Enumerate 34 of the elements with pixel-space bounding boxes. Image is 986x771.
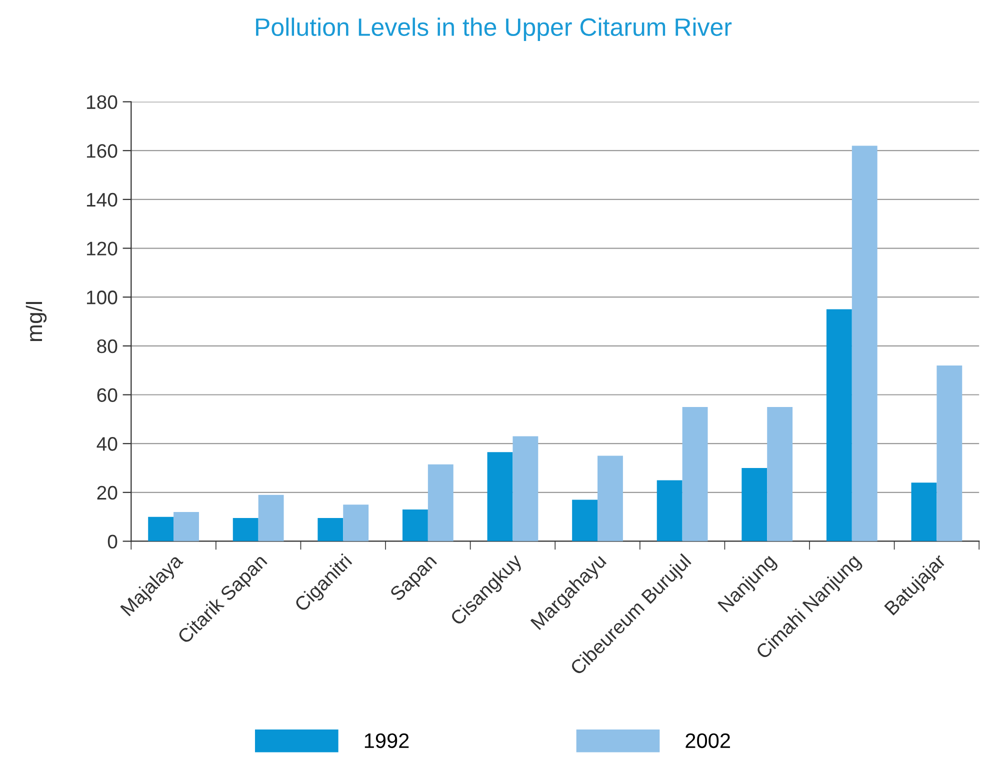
bar [318, 518, 344, 542]
y-tick-label: 20 [97, 486, 118, 500]
bar [258, 494, 284, 542]
bar [911, 482, 937, 542]
chart-title: Pollution Levels in the Upper Citarum River [256, 18, 732, 41]
bar [767, 406, 793, 542]
bar [742, 468, 768, 542]
y-axis-title: mg/l [26, 302, 47, 342]
bar [428, 464, 454, 542]
y-tick-label: 80 [97, 339, 118, 354]
bar [656, 480, 682, 542]
bar [572, 500, 598, 542]
bar [682, 406, 708, 542]
bar [343, 504, 369, 542]
y-tick-label: 140 [86, 192, 118, 207]
bar [402, 510, 428, 542]
bar [936, 365, 962, 542]
bar [232, 518, 258, 542]
y-tick-label: 0 [108, 534, 118, 548]
bar [174, 512, 199, 542]
bar [512, 436, 538, 542]
bar [598, 456, 623, 542]
bar [852, 146, 878, 542]
y-tick-label: 60 [97, 388, 118, 402]
bar [487, 452, 513, 542]
y-tick-label: 40 [96, 437, 118, 451]
y-tick-label: 120 [86, 242, 118, 256]
legend-label: 2002 [686, 733, 730, 748]
y-tick-label: 100 [86, 290, 118, 304]
y-tick-label: 180 [86, 95, 118, 110]
bar [826, 309, 852, 542]
y-tick-label: 160 [86, 144, 118, 158]
bar [148, 516, 174, 542]
legend-label: 1992 [364, 733, 409, 748]
